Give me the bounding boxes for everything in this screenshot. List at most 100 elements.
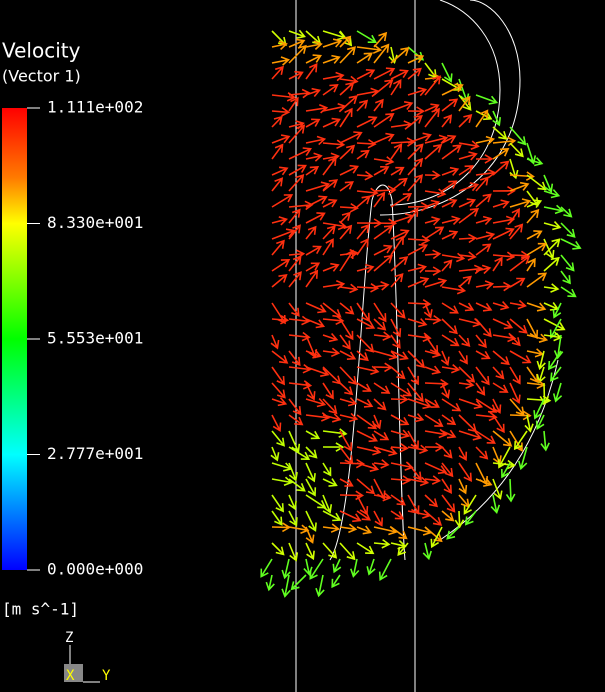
vector bbox=[305, 494, 327, 509]
vector bbox=[424, 526, 443, 543]
vector bbox=[424, 442, 444, 452]
vector bbox=[339, 302, 355, 315]
vector bbox=[356, 195, 371, 208]
tick-label: 1.111e+002 bbox=[47, 98, 143, 117]
vector bbox=[373, 491, 392, 502]
vector bbox=[441, 414, 457, 426]
x-label: X bbox=[66, 668, 75, 684]
vector bbox=[356, 238, 369, 256]
vector bbox=[390, 526, 408, 540]
vector bbox=[424, 348, 442, 358]
vector bbox=[305, 382, 316, 401]
vector bbox=[475, 135, 496, 146]
vector bbox=[260, 558, 273, 578]
vector bbox=[390, 475, 412, 485]
vector bbox=[390, 78, 402, 96]
vector bbox=[509, 318, 528, 334]
vector bbox=[441, 259, 453, 272]
vector bbox=[322, 462, 332, 477]
vector bbox=[424, 249, 442, 260]
vector bbox=[373, 43, 390, 64]
vector bbox=[441, 494, 456, 513]
vector bbox=[271, 494, 284, 513]
vector bbox=[305, 63, 318, 80]
vector bbox=[475, 231, 496, 241]
vector bbox=[518, 446, 528, 471]
vector bbox=[356, 510, 371, 521]
vector bbox=[373, 510, 383, 527]
vector bbox=[322, 523, 341, 533]
vector bbox=[373, 156, 395, 166]
vector bbox=[407, 174, 424, 192]
vector bbox=[288, 398, 302, 416]
vector bbox=[322, 54, 341, 64]
vector bbox=[356, 382, 372, 392]
vector bbox=[288, 38, 306, 48]
vector bbox=[373, 191, 386, 208]
vector bbox=[339, 35, 352, 48]
vector bbox=[373, 318, 387, 331]
vector bbox=[305, 225, 317, 240]
vector bbox=[356, 170, 374, 181]
vector bbox=[424, 398, 440, 408]
vector bbox=[305, 104, 329, 114]
vector bbox=[271, 239, 285, 256]
vector bbox=[378, 558, 392, 581]
vector bbox=[305, 118, 321, 128]
vector bbox=[356, 350, 369, 362]
vector bbox=[390, 101, 414, 112]
vector bbox=[339, 350, 357, 360]
vector bbox=[407, 382, 424, 403]
vector bbox=[424, 277, 448, 288]
vector bbox=[509, 299, 527, 310]
vector bbox=[560, 238, 582, 250]
vector bbox=[526, 272, 548, 288]
vector bbox=[270, 446, 280, 462]
vector bbox=[390, 229, 410, 240]
vector bbox=[332, 558, 342, 574]
vector bbox=[407, 444, 429, 455]
vector bbox=[458, 366, 476, 383]
vector bbox=[424, 314, 442, 325]
vector bbox=[288, 446, 311, 461]
vector bbox=[441, 382, 451, 399]
vector bbox=[322, 262, 340, 272]
vector bbox=[407, 86, 428, 97]
vector bbox=[288, 208, 301, 224]
vector bbox=[356, 398, 374, 408]
vector bbox=[458, 494, 470, 508]
vector bbox=[288, 271, 302, 288]
vector bbox=[356, 149, 370, 160]
vector bbox=[271, 65, 284, 80]
vector bbox=[492, 459, 516, 470]
vector bbox=[492, 251, 516, 262]
vector bbox=[366, 558, 376, 576]
vector bbox=[458, 446, 468, 461]
vector bbox=[446, 526, 460, 540]
vector bbox=[305, 462, 316, 483]
vector bbox=[305, 269, 319, 288]
vector bbox=[424, 226, 445, 240]
vector bbox=[424, 365, 442, 375]
vector bbox=[339, 181, 354, 192]
vector bbox=[492, 366, 505, 380]
vector bbox=[305, 262, 321, 272]
tick-label: 5.553e+001 bbox=[47, 329, 143, 348]
vector bbox=[458, 251, 477, 261]
vector bbox=[390, 429, 411, 439]
vector bbox=[305, 398, 327, 408]
vector bbox=[407, 398, 432, 410]
vector bbox=[424, 475, 442, 485]
vector bbox=[373, 254, 393, 272]
vector bbox=[388, 46, 398, 65]
vector bbox=[526, 157, 544, 167]
vector bbox=[560, 270, 571, 285]
vector bbox=[305, 54, 322, 64]
vector bbox=[509, 334, 521, 347]
vector bbox=[390, 414, 410, 426]
vector bbox=[339, 397, 358, 407]
vector bbox=[271, 476, 294, 487]
vector bbox=[390, 382, 413, 397]
vector bbox=[322, 478, 338, 487]
vector bbox=[543, 283, 560, 293]
